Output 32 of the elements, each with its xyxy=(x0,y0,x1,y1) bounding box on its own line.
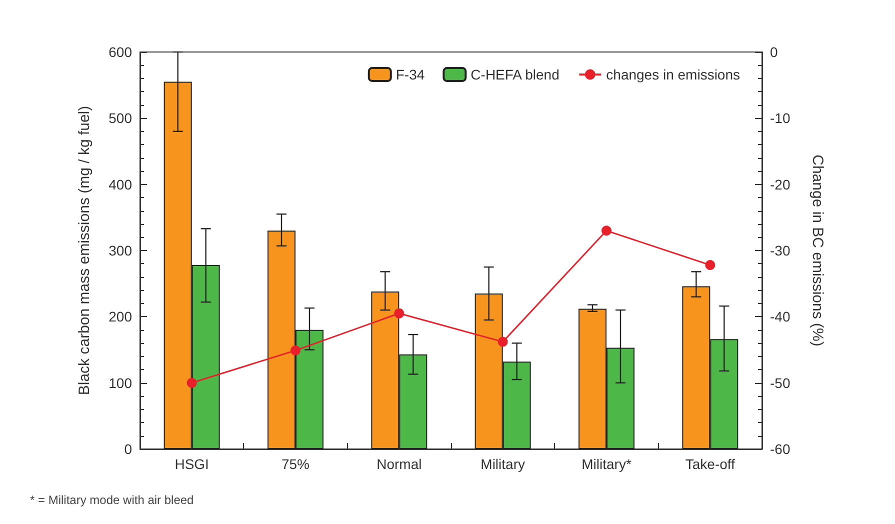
point xyxy=(705,260,716,270)
point xyxy=(290,345,300,356)
x-tick-label: Military* xyxy=(582,456,632,472)
y2-tick-label: -30 xyxy=(770,242,790,258)
y-tick-label: 400 xyxy=(108,176,132,192)
point xyxy=(602,226,612,236)
y-tick-label: 100 xyxy=(108,374,132,391)
x-tick-label: Military xyxy=(480,456,526,472)
legend-label: changes in emissions xyxy=(606,66,740,82)
y2-tick-label: 0 xyxy=(770,44,778,60)
y-axis-title: Black carbon mass emissions (mg / kg fuel) xyxy=(76,106,93,396)
legend-label: F-34 xyxy=(396,66,425,82)
y-tick-label: 500 xyxy=(108,110,132,126)
text: * = Military mode with air bleed xyxy=(30,493,194,507)
y-tick-label: 600 xyxy=(108,44,132,60)
point xyxy=(186,378,197,388)
y2-tick-label: -20 xyxy=(770,176,790,192)
y-tick-label: 200 xyxy=(108,308,132,325)
x-tick-label: HSGI xyxy=(174,456,209,472)
y2-tick-label: -60 xyxy=(770,441,790,457)
y2-axis-title: Change in BC emissions (%) xyxy=(809,154,826,346)
point xyxy=(498,336,508,347)
x-tick-label: 75% xyxy=(281,456,310,472)
y-tick-label: 0 xyxy=(124,441,132,457)
legend-label: C-HEFA blend xyxy=(470,66,560,82)
x-tick-label: Take-off xyxy=(685,456,736,472)
y-tick-label: 300 xyxy=(108,242,132,258)
y2-tick-label: -50 xyxy=(770,374,790,391)
x-tick-label: Normal xyxy=(376,456,422,472)
point xyxy=(394,308,404,318)
y2-tick-label: -10 xyxy=(770,110,790,126)
y2-tick-label: -40 xyxy=(770,308,790,325)
